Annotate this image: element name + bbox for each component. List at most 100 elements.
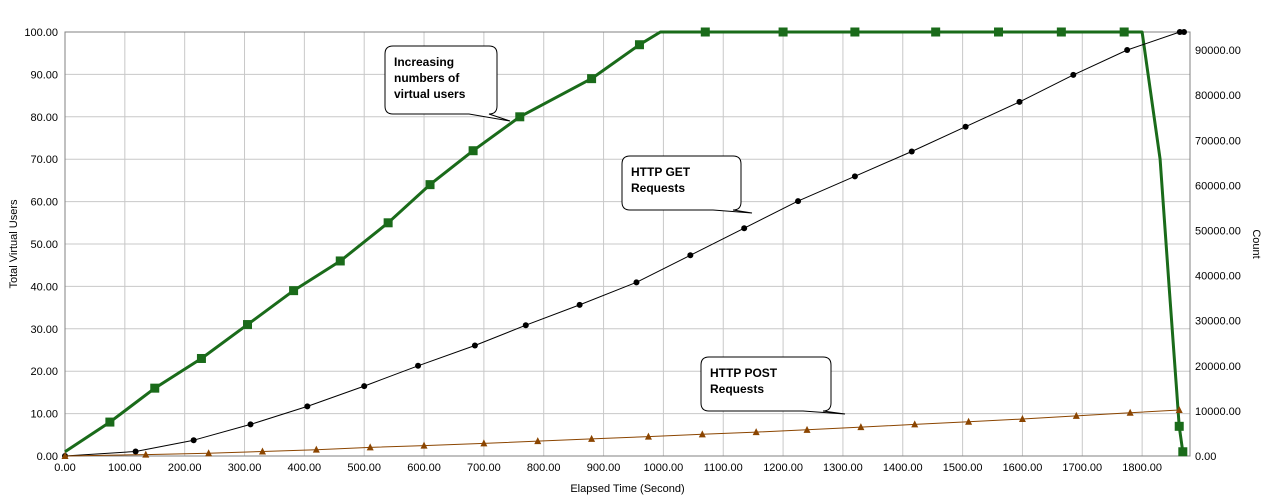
- x-tick-label: 1800.00: [1122, 462, 1162, 474]
- x-tick-label: 1700.00: [1062, 462, 1102, 474]
- y2-tick-label: 20000.00: [1195, 361, 1241, 373]
- y2-tick-label: 10000.00: [1195, 406, 1241, 418]
- y2-tick-label: 50000.00: [1195, 225, 1241, 237]
- data-point-users: [1119, 27, 1129, 37]
- data-point-get: [576, 301, 583, 308]
- data-point-post: [420, 441, 428, 449]
- data-point-get: [361, 383, 368, 390]
- series-line-users: [64, 30, 1185, 454]
- y-tick-label: 70.00: [30, 154, 58, 166]
- data-point-get: [415, 362, 422, 369]
- data-point-post: [752, 428, 760, 436]
- y-tick-label: 60.00: [30, 197, 58, 209]
- data-point-users: [1056, 27, 1066, 37]
- data-point-users: [383, 218, 393, 228]
- y-tick-label: 0.00: [37, 451, 58, 463]
- callout-box: [384, 45, 511, 122]
- x-tick-label: 400.00: [288, 462, 322, 474]
- data-point-post: [1126, 408, 1134, 416]
- data-point-users: [425, 180, 435, 190]
- callout-text-line: Requests: [710, 382, 764, 396]
- data-point-users: [778, 27, 788, 37]
- y-tick-label: 50.00: [30, 239, 58, 251]
- y-tick-label: 90.00: [30, 69, 58, 81]
- x-tick-label: 1100.00: [704, 462, 743, 474]
- callout-text-line: Requests: [631, 181, 685, 195]
- x-tick-label: 0.00: [54, 462, 75, 474]
- data-point-post: [803, 425, 811, 433]
- x-tick-label: 1600.00: [1003, 462, 1043, 474]
- annotations: Increasing numbers of virtual users HTTP GE…: [384, 45, 846, 415]
- callout-text-line: numbers of: [394, 71, 460, 85]
- data-point-post: [534, 437, 542, 445]
- data-point-get: [1016, 98, 1023, 105]
- data-point-get: [247, 421, 254, 428]
- data-point-users: [468, 146, 478, 156]
- y2-tick-label: 0.00: [1195, 451, 1216, 463]
- series-layer: [61, 27, 1188, 459]
- y-tick-labels: 0.00 10.00 20.00 30.00 40.00 50.00 60.00 70.00 8…: [24, 27, 58, 463]
- data-point-get: [471, 342, 478, 349]
- data-point-get: [1124, 47, 1131, 54]
- data-point-users: [931, 27, 941, 37]
- plot-frame: [64, 31, 1191, 457]
- callout-box: [700, 356, 846, 415]
- y-tick-label: 20.00: [30, 366, 58, 378]
- data-point-get: [687, 252, 694, 259]
- y-tick-label: 80.00: [30, 112, 58, 124]
- data-point-get: [741, 225, 748, 232]
- data-point-get: [1176, 29, 1183, 35]
- y-tick-label: 100.00: [24, 27, 58, 39]
- data-point-post: [1175, 405, 1183, 413]
- callout-text-line: HTTP POST: [710, 366, 778, 380]
- data-point-users: [515, 112, 525, 122]
- x-tick-label: 900.00: [587, 462, 621, 474]
- y-tick-label: 30.00: [30, 324, 58, 336]
- data-point-get: [795, 198, 802, 205]
- data-point-users: [587, 74, 597, 84]
- x-tick-label: 600.00: [407, 462, 441, 474]
- x-tick-label: 300.00: [228, 462, 262, 474]
- callout-box: [621, 155, 753, 214]
- y2-tick-label: 60000.00: [1195, 180, 1241, 192]
- data-point-post: [480, 439, 488, 447]
- data-point-post: [1072, 411, 1080, 419]
- y2-axis-title: Count: [1250, 229, 1262, 258]
- data-point-users: [994, 27, 1004, 37]
- data-point-users: [335, 256, 345, 266]
- callout-a3: HTTP POST Requests: [700, 356, 846, 415]
- callout-text-line: Increasing: [394, 55, 454, 69]
- y-tick-label: 10.00: [30, 409, 58, 421]
- data-point-users: [196, 353, 206, 363]
- data-point-post: [698, 430, 706, 438]
- x-tick-label: 1200.00: [763, 462, 803, 474]
- data-point-users: [105, 417, 115, 427]
- data-point-users: [1178, 447, 1188, 457]
- data-point-users: [700, 27, 710, 37]
- x-axis-title: Elapsed Time (Second): [570, 483, 684, 495]
- data-point-post: [857, 423, 865, 431]
- x-tick-label: 800.00: [527, 462, 561, 474]
- data-point-get: [962, 123, 969, 130]
- data-point-users: [243, 320, 253, 330]
- data-point-get: [1181, 29, 1188, 35]
- data-point-post: [258, 447, 266, 455]
- data-point-get: [1070, 71, 1077, 78]
- data-point-get: [304, 403, 311, 410]
- callout-text-line: virtual users: [394, 87, 466, 101]
- x-tick-label: 700.00: [467, 462, 501, 474]
- callout-a2: HTTP GET Requests: [621, 155, 753, 214]
- data-point-post: [205, 449, 213, 457]
- data-point-post: [366, 443, 374, 451]
- data-point-post: [965, 417, 973, 425]
- series-line-get: [64, 31, 1184, 457]
- data-point-users: [634, 40, 644, 50]
- y2-tick-label: 90000.00: [1195, 45, 1241, 57]
- data-point-post: [312, 445, 320, 453]
- callout-a1: Increasing numbers of virtual users: [384, 45, 511, 122]
- x-tick-label: 100.00: [108, 462, 142, 474]
- data-point-get: [908, 148, 915, 155]
- x-tick-label: 1000.00: [644, 462, 684, 474]
- y2-tick-label: 30000.00: [1195, 316, 1241, 328]
